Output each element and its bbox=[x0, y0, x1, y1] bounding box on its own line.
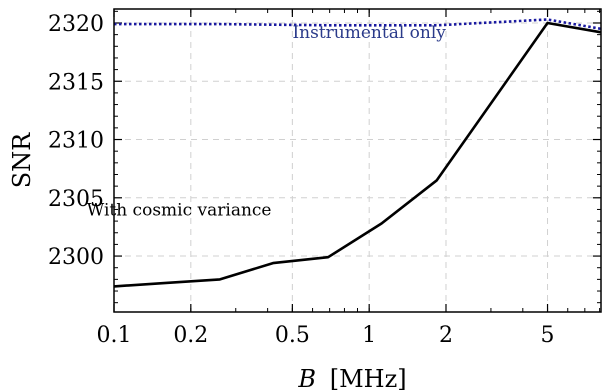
y-tick-label: 2320 bbox=[48, 12, 104, 37]
annotation-label: With cosmic variance bbox=[87, 200, 272, 220]
annotations: Instrumental only With cosmic variance bbox=[87, 23, 447, 220]
x-axis-variable: B bbox=[297, 365, 316, 392]
y-tick-label: 2300 bbox=[48, 245, 104, 270]
plot-frame bbox=[113, 8, 602, 313]
x-tick-label: 0.5 bbox=[275, 323, 310, 348]
y-tick-label: 2315 bbox=[48, 70, 104, 95]
x-tick-label: 0.2 bbox=[173, 323, 208, 348]
grid bbox=[113, 9, 601, 312]
x-tick-label: 0.1 bbox=[97, 323, 132, 348]
series-layer bbox=[113, 18, 602, 288]
y-tick-label: 2305 bbox=[48, 187, 104, 212]
x-axis-title: B [MHz] bbox=[297, 365, 406, 392]
ticks bbox=[113, 9, 601, 312]
x-axis-unit: [MHz] bbox=[330, 365, 407, 392]
x-tick-label: 2 bbox=[439, 323, 453, 348]
y-tick-label: 2310 bbox=[48, 129, 104, 154]
y-axis-title: SNR bbox=[8, 132, 36, 188]
x-tick-label: 5 bbox=[541, 323, 555, 348]
tick-labels: 0.1 0.2 0.5 1 2 5 2300 2305 2310 2315 2320 bbox=[48, 12, 555, 348]
series-line-with-cosmic-variance bbox=[113, 21, 602, 288]
x-tick-label: 1 bbox=[362, 323, 376, 348]
annotation-label: Instrumental only bbox=[292, 23, 446, 43]
